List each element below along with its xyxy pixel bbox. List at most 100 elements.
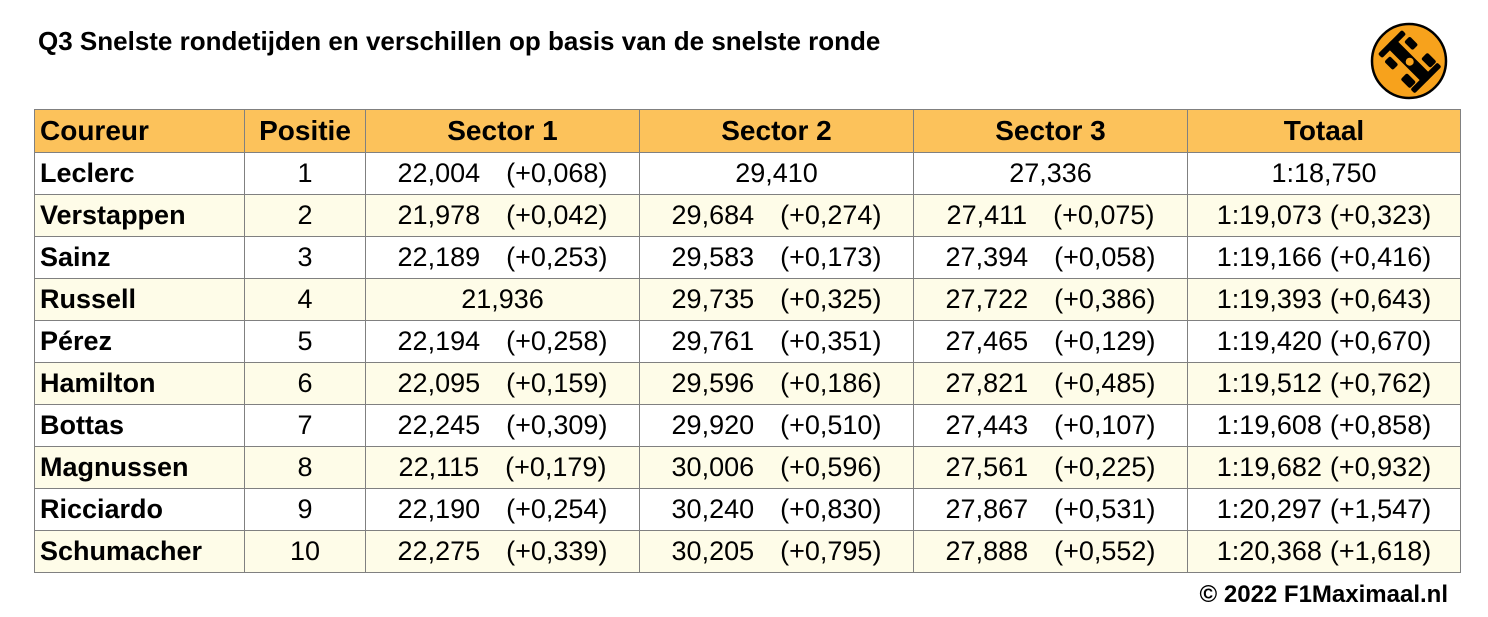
sector-1-cell: 22,194 (+0,258) xyxy=(365,320,640,363)
position-cell: 4 xyxy=(244,278,366,321)
page-title: Q3 Snelste rondetijden en verschillen op… xyxy=(38,26,881,56)
sector-1-cell: 22,004 (+0,068) xyxy=(365,152,640,195)
time-value: 1:20,297 xyxy=(1216,494,1322,524)
driver-name: Verstappen xyxy=(34,194,245,237)
time-delta: (+0,510) xyxy=(780,410,882,440)
time-value: 1:19,073 xyxy=(1216,200,1322,230)
table-row: Bottas 7 22,245 (+0,309) 29,920 (+0,510) 27,44… xyxy=(34,404,1461,447)
time-delta: (+0,075) xyxy=(1053,200,1155,230)
sector-1-cell: 22,245 (+0,309) xyxy=(365,404,640,447)
time-value: 1:19,682 xyxy=(1216,452,1322,482)
position-cell: 10 xyxy=(244,530,366,573)
header-sector-2: Sector 2 xyxy=(639,109,914,153)
sector-2-cell: 29,410 xyxy=(639,152,914,195)
time-delta: (+0,258) xyxy=(506,326,608,356)
time-delta: (+0,670) xyxy=(1329,326,1432,356)
time-delta: (+0,323) xyxy=(1329,200,1432,230)
driver-name: Magnussen xyxy=(34,446,245,489)
position-cell: 3 xyxy=(244,236,366,279)
total-cell: 1:19,393 (+0,643) xyxy=(1187,278,1461,321)
total-cell: 1:19,608 (+0,858) xyxy=(1187,404,1461,447)
time-value: 29,761 xyxy=(671,326,755,356)
race-car-icon xyxy=(1370,22,1448,100)
table-row: Ricciardo 9 22,190 (+0,254) 30,240 (+0,830) 27… xyxy=(34,488,1461,531)
time-value: 30,240 xyxy=(671,494,755,524)
time-value: 1:19,512 xyxy=(1216,368,1322,398)
driver-name: Bottas xyxy=(34,404,245,447)
driver-name: Russell xyxy=(34,278,245,321)
time-value: 1:19,166 xyxy=(1216,242,1322,272)
time-value: 27,867 xyxy=(945,494,1029,524)
table-row: Hamilton 6 22,095 (+0,159) 29,596 (+0,186) 27,… xyxy=(34,362,1461,405)
time-value: 22,245 xyxy=(397,410,481,440)
sector-3-cell: 27,867 (+0,531) xyxy=(913,488,1188,531)
time-value: 29,684 xyxy=(671,200,755,230)
sector-1-cell: 22,190 (+0,254) xyxy=(365,488,640,531)
time-value: 30,006 xyxy=(671,452,755,482)
header-sector-1: Sector 1 xyxy=(365,109,640,153)
sector-3-cell: 27,411 (+0,075) xyxy=(913,194,1188,237)
time-value: 22,095 xyxy=(397,368,481,398)
table-row: Russell 4 21,936 29,735 (+0,325) 27,722 (+0,38… xyxy=(34,278,1461,321)
time-value: 27,411 xyxy=(946,200,1028,230)
total-cell: 1:18,750 xyxy=(1187,152,1461,195)
time-delta: (+0,858) xyxy=(1329,410,1432,440)
time-delta: (+0,309) xyxy=(506,410,608,440)
driver-name: Leclerc xyxy=(34,152,245,195)
sector-2-cell: 30,205 (+0,795) xyxy=(639,530,914,573)
copyright-notice: © 2022 F1Maximaal.nl xyxy=(1199,581,1448,608)
position-cell: 2 xyxy=(244,194,366,237)
time-delta: (+0,129) xyxy=(1054,326,1156,356)
sector-3-cell: 27,336 xyxy=(913,152,1188,195)
time-value: 30,205 xyxy=(671,536,755,566)
sector-2-cell: 30,006 (+0,596) xyxy=(639,446,914,489)
time-value: 29,596 xyxy=(671,368,755,398)
table-header-row: Coureur Positie Sector 1 Sector 2 Sector… xyxy=(34,109,1461,153)
time-delta: (+0,351) xyxy=(780,326,882,356)
time-value: 21,936 xyxy=(461,284,544,314)
total-cell: 1:19,073 (+0,323) xyxy=(1187,194,1461,237)
sector-3-cell: 27,561 (+0,225) xyxy=(913,446,1188,489)
sector-1-cell: 21,978 (+0,042) xyxy=(365,194,640,237)
time-value: 1:19,393 xyxy=(1216,284,1322,314)
sector-3-cell: 27,888 (+0,552) xyxy=(913,530,1188,573)
sector-2-cell: 29,761 (+0,351) xyxy=(639,320,914,363)
time-value: 1:18,750 xyxy=(1271,158,1377,188)
time-delta: (+0,531) xyxy=(1054,494,1156,524)
time-value: 1:19,608 xyxy=(1216,410,1322,440)
time-value: 27,888 xyxy=(945,536,1029,566)
driver-name: Hamilton xyxy=(34,362,245,405)
time-delta: (+0,339) xyxy=(506,536,608,566)
position-cell: 8 xyxy=(244,446,366,489)
position-cell: 9 xyxy=(244,488,366,531)
sector-1-cell: 22,115 (+0,179) xyxy=(365,446,640,489)
time-delta: (+0,058) xyxy=(1054,242,1156,272)
table-row: Verstappen 2 21,978 (+0,042) 29,684 (+0,274) 2… xyxy=(34,194,1461,237)
time-delta: (+0,254) xyxy=(506,494,608,524)
time-delta: (+0,643) xyxy=(1329,284,1432,314)
table-row: Pérez 5 22,194 (+0,258) 29,761 (+0,351) 27,465… xyxy=(34,320,1461,363)
time-delta: (+0,932) xyxy=(1329,452,1432,482)
time-delta: (+0,173) xyxy=(780,242,882,272)
sector-1-cell: 22,275 (+0,339) xyxy=(365,530,640,573)
time-value: 27,336 xyxy=(1009,158,1092,188)
time-value: 22,004 xyxy=(397,158,481,188)
time-value: 22,190 xyxy=(397,494,481,524)
time-value: 29,920 xyxy=(671,410,755,440)
time-value: 29,410 xyxy=(735,158,818,188)
sector-2-cell: 29,735 (+0,325) xyxy=(639,278,914,321)
table-row: Magnussen 8 22,115 (+0,179) 30,006 (+0,596) 27… xyxy=(34,446,1461,489)
sector-3-cell: 27,821 (+0,485) xyxy=(913,362,1188,405)
header-positie: Positie xyxy=(244,109,366,153)
sector-2-cell: 29,596 (+0,186) xyxy=(639,362,914,405)
sector-3-cell: 27,443 (+0,107) xyxy=(913,404,1188,447)
total-cell: 1:19,166 (+0,416) xyxy=(1187,236,1461,279)
time-delta: (+0,596) xyxy=(780,452,882,482)
total-cell: 1:19,420 (+0,670) xyxy=(1187,320,1461,363)
time-value: 22,115 xyxy=(398,452,480,482)
time-delta: (+0,416) xyxy=(1329,242,1432,272)
position-cell: 5 xyxy=(244,320,366,363)
header-sector-3: Sector 3 xyxy=(913,109,1188,153)
time-delta: (+0,485) xyxy=(1054,368,1156,398)
time-delta: (+0,762) xyxy=(1329,368,1432,398)
